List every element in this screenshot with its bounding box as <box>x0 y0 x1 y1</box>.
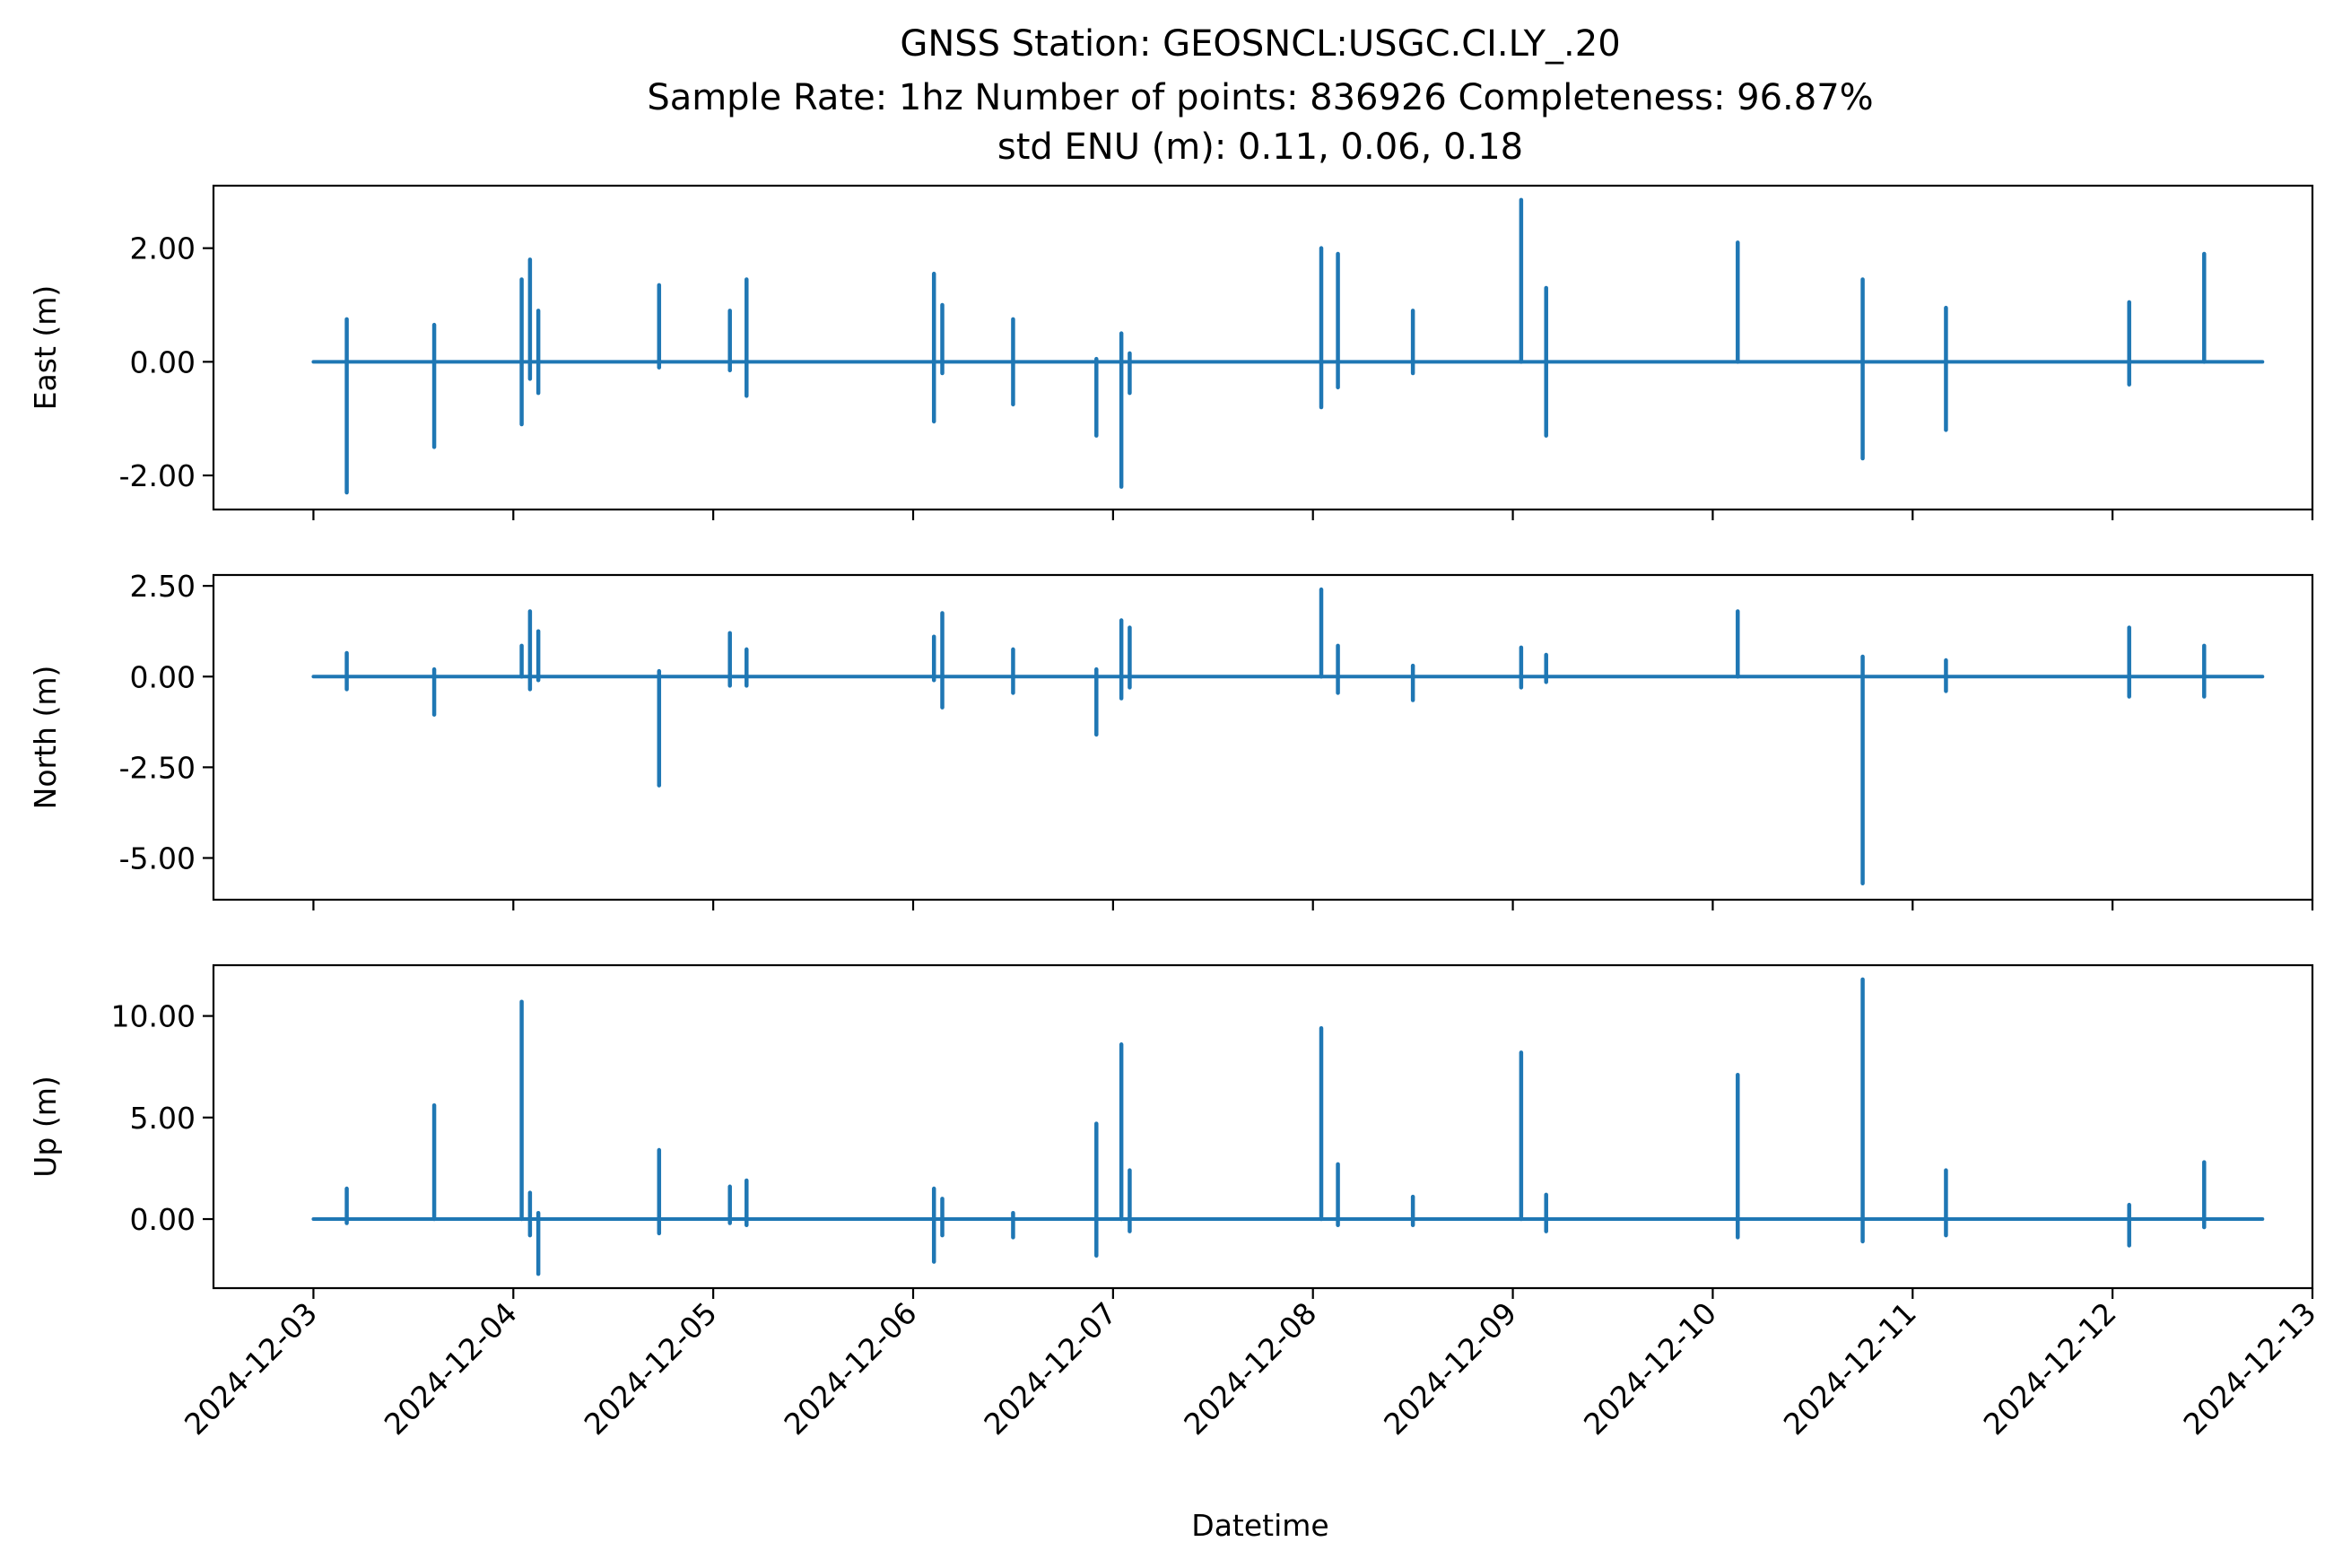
y-tick-label: 2.50 <box>130 569 196 604</box>
y-tick-label: -2.50 <box>119 750 196 785</box>
chart-title-line-2: Sample Rate: 1hz Number of points: 83692… <box>647 77 1873 118</box>
y-tick-label: -2.00 <box>119 458 196 493</box>
y-axis-label: North (m) <box>28 666 63 810</box>
east-panel: -2.00 0.00 2.00 East (m) <box>28 184 2314 520</box>
y-tick-label: -5.00 <box>119 841 196 875</box>
chart-title-line-1: GNSS Station: GEOSNCL:USGC.CI.LY_.20 <box>900 23 1620 65</box>
y-tick-label: 5.00 <box>130 1101 196 1136</box>
north-panel: -5.00 -2.50 0.00 2.50 North (m) <box>28 569 2314 910</box>
y-axis-label: East (m) <box>28 285 63 411</box>
up-panel: 0.00 5.00 10.00 Up (m) <box>28 963 2314 1299</box>
panel-frame <box>212 184 2314 511</box>
panel-frame <box>212 963 2314 1290</box>
panel-frame <box>212 573 2314 902</box>
y-tick-label: 0.00 <box>130 1202 196 1237</box>
x-axis-label: Datetime <box>1191 1508 1328 1543</box>
y-tick-label: 2.00 <box>130 231 196 266</box>
y-tick-label: 0.00 <box>130 659 196 694</box>
y-tick-label: 0.00 <box>130 344 196 379</box>
chart-title-line-3: std ENU (m): 0.11, 0.06, 0.18 <box>997 126 1523 168</box>
y-axis-label: Up (m) <box>28 1076 63 1178</box>
y-tick-label: 10.00 <box>111 999 196 1034</box>
